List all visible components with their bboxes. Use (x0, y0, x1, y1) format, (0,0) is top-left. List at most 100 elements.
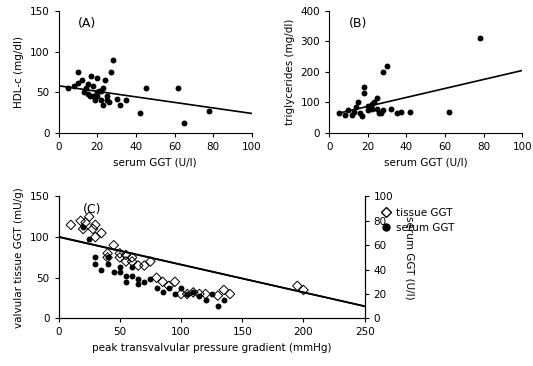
Y-axis label: valvular tissue GGT (mU/g): valvular tissue GGT (mU/g) (14, 187, 25, 328)
Point (299, 287, 308, 293)
Point (174, 85, 183, 91)
Point (377, 110, 385, 116)
Point (87, 73, 96, 79)
Point (103, 261, 112, 266)
Point (135, 110, 144, 116)
Point (177, 291, 185, 297)
Point (128, 264, 136, 270)
Point (348, 112, 357, 117)
Point (103, 93, 111, 99)
Point (109, 269, 118, 275)
Point (367, 106, 376, 112)
Point (122, 273, 130, 279)
Point (445, 109, 453, 115)
Point (367, 101, 376, 107)
Text: (A): (A) (78, 17, 96, 30)
Point (95, 88, 103, 94)
Point (128, 273, 136, 279)
Point (83, 81, 92, 87)
X-axis label: serum GGT (U/l): serum GGT (U/l) (384, 158, 467, 168)
Point (386, 106, 395, 112)
Point (207, 291, 216, 297)
Point (91, 261, 100, 266)
Point (158, 279, 167, 285)
Point (76, 218, 85, 224)
Y-axis label: serum GGT (U/l): serum GGT (U/l) (405, 216, 415, 299)
Point (340, 112, 349, 117)
Point (116, 102, 125, 108)
Point (79, 224, 87, 230)
Point (97, 230, 106, 236)
Point (103, 250, 112, 256)
Point (379, 107, 387, 113)
Point (99, 102, 107, 108)
Point (158, 289, 167, 295)
Point (171, 291, 179, 297)
Point (78, 77, 86, 83)
Point (140, 263, 149, 269)
Point (67, 222, 75, 228)
Point (116, 254, 124, 260)
Point (360, 84, 368, 90)
Text: (C): (C) (83, 202, 102, 216)
Point (335, 110, 343, 116)
Point (140, 279, 149, 285)
Point (475, 36, 484, 41)
X-axis label: peak transvalvular pressure gradient (mmHg): peak transvalvular pressure gradient (mm… (92, 343, 332, 353)
Point (134, 276, 142, 282)
Point (91, 222, 100, 228)
Point (358, 113, 366, 119)
Point (122, 97, 131, 103)
Point (350, 109, 359, 115)
Text: (B): (B) (349, 17, 367, 30)
Point (74, 69, 82, 75)
Point (79, 89, 88, 95)
Point (128, 254, 136, 260)
Point (93, 89, 102, 95)
Point (122, 258, 130, 264)
Point (183, 291, 191, 297)
Point (64, 85, 72, 91)
Point (375, 110, 384, 116)
Point (134, 281, 142, 287)
Point (369, 100, 378, 105)
Point (107, 69, 115, 75)
Point (116, 269, 124, 275)
Point (205, 108, 214, 114)
Point (103, 254, 112, 260)
Point (220, 297, 228, 303)
Point (354, 100, 362, 105)
Point (104, 99, 113, 105)
Point (122, 279, 130, 285)
Point (189, 290, 198, 295)
Point (356, 110, 364, 116)
Point (89, 93, 98, 99)
Point (352, 104, 360, 110)
Point (122, 252, 130, 258)
Point (397, 109, 405, 115)
Point (97, 267, 106, 273)
Point (89, 83, 98, 89)
Point (195, 291, 204, 297)
Point (70, 83, 78, 89)
Point (99, 85, 107, 91)
Point (109, 57, 117, 63)
Point (93, 75, 102, 81)
Point (97, 88, 106, 94)
Point (171, 279, 179, 285)
Point (165, 285, 173, 291)
Point (85, 93, 94, 99)
Y-axis label: HDL-c (mg/dl): HDL-c (mg/dl) (14, 36, 25, 108)
Point (214, 293, 222, 299)
Point (93, 93, 102, 99)
Point (101, 77, 109, 83)
Point (116, 250, 124, 256)
Point (392, 110, 401, 116)
Point (97, 97, 106, 103)
Point (79, 226, 87, 232)
Point (383, 63, 391, 69)
Point (195, 294, 204, 299)
Point (85, 236, 93, 242)
Point (364, 102, 372, 108)
Point (141, 85, 150, 91)
